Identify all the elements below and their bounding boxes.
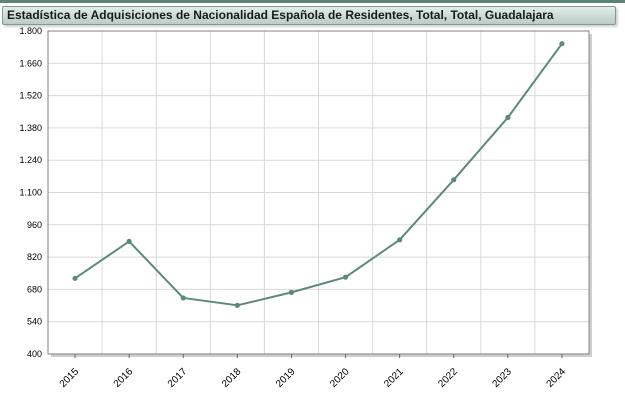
y-tick-label: 1.380: [19, 123, 42, 133]
x-tick-label: 2017: [166, 366, 190, 390]
chart-title-bar: Estadística de Adquisiciones de Nacional…: [2, 6, 616, 25]
data-point: [126, 238, 132, 245]
x-tick-label: 2023: [490, 366, 514, 390]
series-line: [74, 43, 563, 307]
y-tick-label: 680: [27, 284, 42, 294]
data-point: [72, 275, 78, 281]
y-tick-label: 540: [27, 317, 42, 327]
x-tick-label: 2020: [328, 366, 352, 390]
data-point: [451, 177, 457, 183]
chart-title: Estadística de Adquisiciones de Nacional…: [7, 8, 554, 22]
data-point: [180, 295, 186, 301]
plot-frame: [47, 30, 590, 355]
data-point: [505, 114, 511, 121]
y-tick-label: 400: [27, 349, 42, 359]
x-tick-label: 2024: [545, 366, 569, 390]
x-tick-label: 2022: [436, 366, 460, 390]
x-tick-label: 2019: [274, 366, 298, 390]
x-tick-label: 2015: [58, 366, 82, 390]
data-point: [397, 237, 403, 243]
data-point: [559, 41, 565, 47]
y-tick-label: 1.240: [19, 155, 42, 165]
data-point: [288, 289, 295, 295]
y-tick-label: 1.520: [19, 91, 42, 101]
top-rule: [0, 0, 625, 3]
y-tick-label: 820: [27, 252, 42, 262]
data-point: [234, 302, 240, 308]
x-tick-label: 2018: [220, 366, 244, 390]
data-point: [342, 274, 349, 280]
x-tick-label: 2021: [382, 366, 406, 390]
y-tick-label: 1.800: [19, 26, 42, 36]
y-tick-label: 1.100: [19, 188, 42, 198]
y-tick-label: 960: [27, 220, 42, 230]
y-tick-label: 1.660: [19, 58, 42, 68]
x-tick-label: 2016: [112, 366, 136, 390]
